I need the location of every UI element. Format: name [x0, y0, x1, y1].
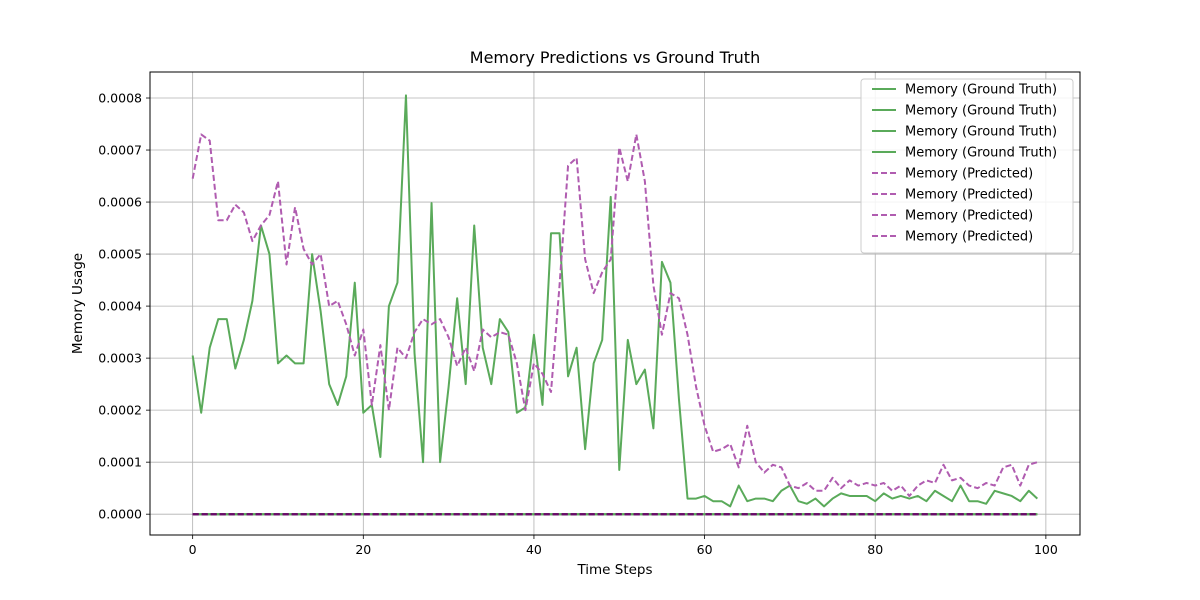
x-axis-label: Time Steps — [576, 562, 652, 578]
y-axis-label: Memory Usage — [70, 253, 86, 354]
y-tick-label: 0.0005 — [98, 247, 142, 262]
x-tick-label: 60 — [697, 542, 713, 557]
y-tick-label: 0.0006 — [98, 195, 142, 210]
legend: Memory (Ground Truth) Memory (Ground Trut… — [860, 78, 1074, 254]
ticks: 0 20 40 60 80 100 0.0000 0.0001 0.0002 0.0003 0.00… — [98, 91, 1058, 557]
plot-frame — [149, 71, 1081, 536]
legend-box — [860, 78, 1074, 254]
legend-entry: Memory (Predicted) — [905, 167, 1033, 182]
legend-entry: Memory (Ground Truth) — [905, 125, 1057, 140]
y-tick-label: 0.0003 — [98, 351, 142, 366]
predicted-series-line-4 — [191, 133, 1038, 497]
legend-entry: Memory (Ground Truth) — [905, 104, 1057, 119]
ground-truth-series-line-0 — [191, 94, 1039, 508]
chart-title: Memory Predictions vs Ground Truth — [470, 48, 760, 67]
x-tick-label: 0 — [189, 542, 197, 557]
x-tick-label: 40 — [526, 542, 542, 557]
legend-entry: Memory (Predicted) — [905, 188, 1033, 203]
legend-entry: Memory (Predicted) — [905, 209, 1033, 224]
y-tick-label: 0.0000 — [98, 507, 142, 522]
legend-entry: Memory (Predicted) — [905, 230, 1033, 245]
legend-entry: Memory (Ground Truth) — [905, 83, 1057, 98]
y-tick-label: 0.0002 — [98, 403, 142, 418]
y-tick-label: 0.0004 — [98, 299, 142, 314]
x-tick-label: 20 — [355, 542, 371, 557]
y-tick-label: 0.0001 — [98, 455, 142, 470]
y-tick-label: 0.0007 — [98, 143, 142, 158]
series-layer — [191, 94, 1039, 516]
x-tick-label: 100 — [1034, 542, 1058, 557]
y-tick-label: 0.0008 — [98, 91, 142, 106]
x-tick-label: 80 — [867, 542, 883, 557]
legend-entry: Memory (Ground Truth) — [905, 146, 1057, 161]
